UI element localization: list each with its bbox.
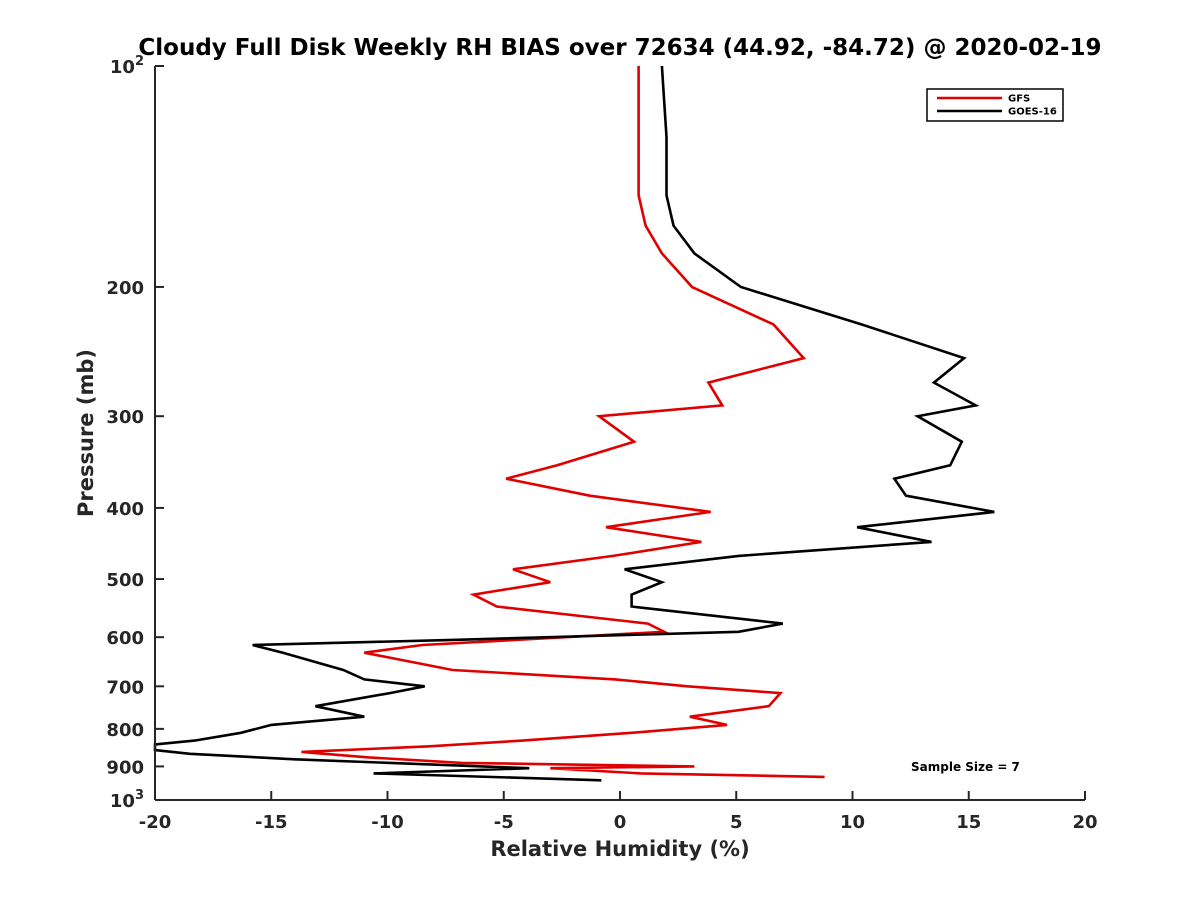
- x-tick-label: -15: [255, 812, 288, 833]
- y-tick-label: 700: [106, 677, 144, 698]
- legend-label-gfs: GFS: [1008, 94, 1030, 105]
- y-tick-label: 400: [106, 499, 144, 520]
- series-line-goes16: [153, 65, 995, 782]
- x-ticks: -20 -15 -10 -5 0 5 10 15 20: [139, 791, 1098, 833]
- y-axis-label: Pressure (mb): [74, 349, 98, 517]
- x-tick-label: 15: [956, 812, 981, 833]
- y-tick-label: 200: [106, 278, 144, 299]
- legend: GFS GOES-16: [926, 88, 1064, 122]
- x-tick-label: -5: [494, 812, 514, 833]
- legend-box: [926, 88, 1064, 122]
- x-tick-label: 10: [840, 812, 865, 833]
- x-tick-label: 5: [730, 812, 743, 833]
- legend-label-goes16: GOES-16: [1008, 107, 1057, 118]
- y-tick-label: 500: [106, 570, 144, 591]
- x-tick-label: -20: [139, 812, 172, 833]
- series-line-gfs: [301, 66, 825, 779]
- y-tick-label: 800: [106, 720, 144, 741]
- y-ticks: 102 200 300 400 500 600 700 800 900 103: [106, 54, 164, 812]
- y-tick-label: 900: [106, 757, 144, 778]
- x-tick-label: 0: [614, 812, 627, 833]
- y-tick-label: 102: [110, 54, 144, 78]
- y-tick-label: 300: [106, 407, 144, 428]
- y-tick-label: 600: [106, 628, 144, 649]
- chart-title: Cloudy Full Disk Weekly RH BIAS over 726…: [138, 35, 1101, 61]
- sample-size-annotation: Sample Size = 7: [911, 760, 1020, 774]
- series-layer: [153, 65, 995, 782]
- y-tick-label: 103: [110, 788, 144, 812]
- x-axis-label: Relative Humidity (%): [490, 837, 749, 861]
- x-tick-label: 20: [1072, 812, 1097, 833]
- x-tick-label: -10: [371, 812, 404, 833]
